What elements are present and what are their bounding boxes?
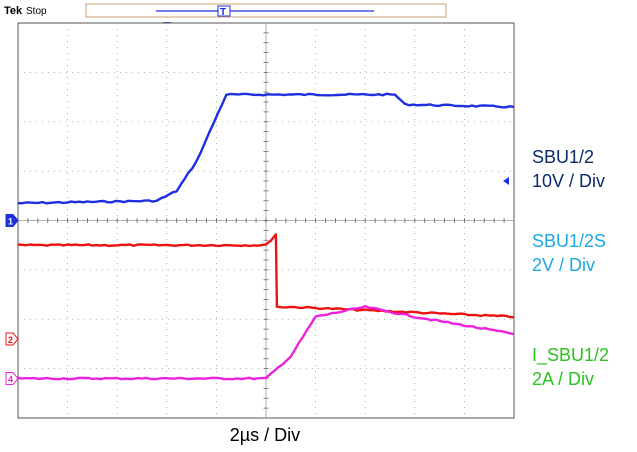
channel-marker-2: 2 xyxy=(5,332,19,346)
ch2-label-scale: 2V / Div xyxy=(532,255,596,275)
record-position-marker xyxy=(217,5,231,17)
ch2-label-name: SBU1/2S xyxy=(532,231,607,251)
channel-marker-label: 1 xyxy=(8,217,13,227)
ch1-offset-arrow-icon xyxy=(503,177,509,185)
channel-marker-shape xyxy=(5,214,19,227)
channel-marker-1: 1 xyxy=(5,214,19,227)
record-position-marker-label: T xyxy=(220,7,226,18)
header-bar: Tek Stop T xyxy=(4,3,447,18)
graticule-grid xyxy=(17,22,515,419)
trace-ch1 xyxy=(18,92,515,205)
timebase-label: 2µs / Div xyxy=(229,425,301,445)
waveform-traces xyxy=(17,92,515,381)
channel-marker-label: 2 xyxy=(8,335,13,345)
ch4-label-scale: 2A / Div xyxy=(532,369,595,389)
acquisition-status: Stop xyxy=(26,6,47,17)
channel-markers: 1 2 4 xyxy=(5,214,19,385)
ch1-label-scale: 10V / Div xyxy=(532,171,606,191)
ch4-label-name: I_SBU1/2 xyxy=(532,345,610,365)
channel-marker-shape xyxy=(5,372,19,385)
channel-marker-4: 4 xyxy=(5,372,19,385)
brand-logo: Tek xyxy=(4,5,23,17)
trace-ch4 xyxy=(17,304,515,381)
ch1-label-name: SBU1/2 xyxy=(532,147,595,167)
channel-marker-shape xyxy=(5,332,19,346)
trace-ch2 xyxy=(17,233,515,319)
channel-marker-label: 4 xyxy=(8,375,13,385)
